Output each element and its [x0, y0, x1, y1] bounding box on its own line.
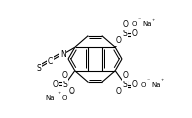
Text: Na: Na: [45, 95, 55, 101]
Text: O: O: [131, 80, 137, 89]
Text: ⁻: ⁻: [138, 19, 141, 24]
Text: O: O: [115, 87, 121, 96]
Text: O: O: [62, 95, 67, 101]
Text: O: O: [132, 21, 137, 27]
Text: Na: Na: [151, 82, 161, 88]
Text: O: O: [115, 36, 121, 45]
Text: ⁻: ⁻: [69, 92, 72, 97]
Text: O: O: [69, 87, 75, 96]
Text: Na: Na: [142, 21, 152, 27]
Text: O: O: [53, 80, 59, 89]
Text: O: O: [122, 20, 128, 29]
Text: O: O: [131, 29, 137, 38]
Text: ⁺: ⁺: [152, 19, 155, 24]
Text: ⁺: ⁺: [161, 79, 164, 84]
Text: O: O: [122, 71, 128, 80]
Text: O: O: [62, 71, 68, 80]
Text: S: S: [36, 64, 41, 73]
Text: S: S: [123, 80, 128, 89]
Text: C: C: [48, 57, 53, 66]
Text: ⁺: ⁺: [57, 92, 60, 97]
Text: S: S: [123, 29, 128, 38]
Text: ⁻: ⁻: [147, 79, 150, 84]
Text: S: S: [62, 80, 67, 89]
Text: N: N: [60, 50, 65, 59]
Text: O: O: [141, 82, 146, 88]
